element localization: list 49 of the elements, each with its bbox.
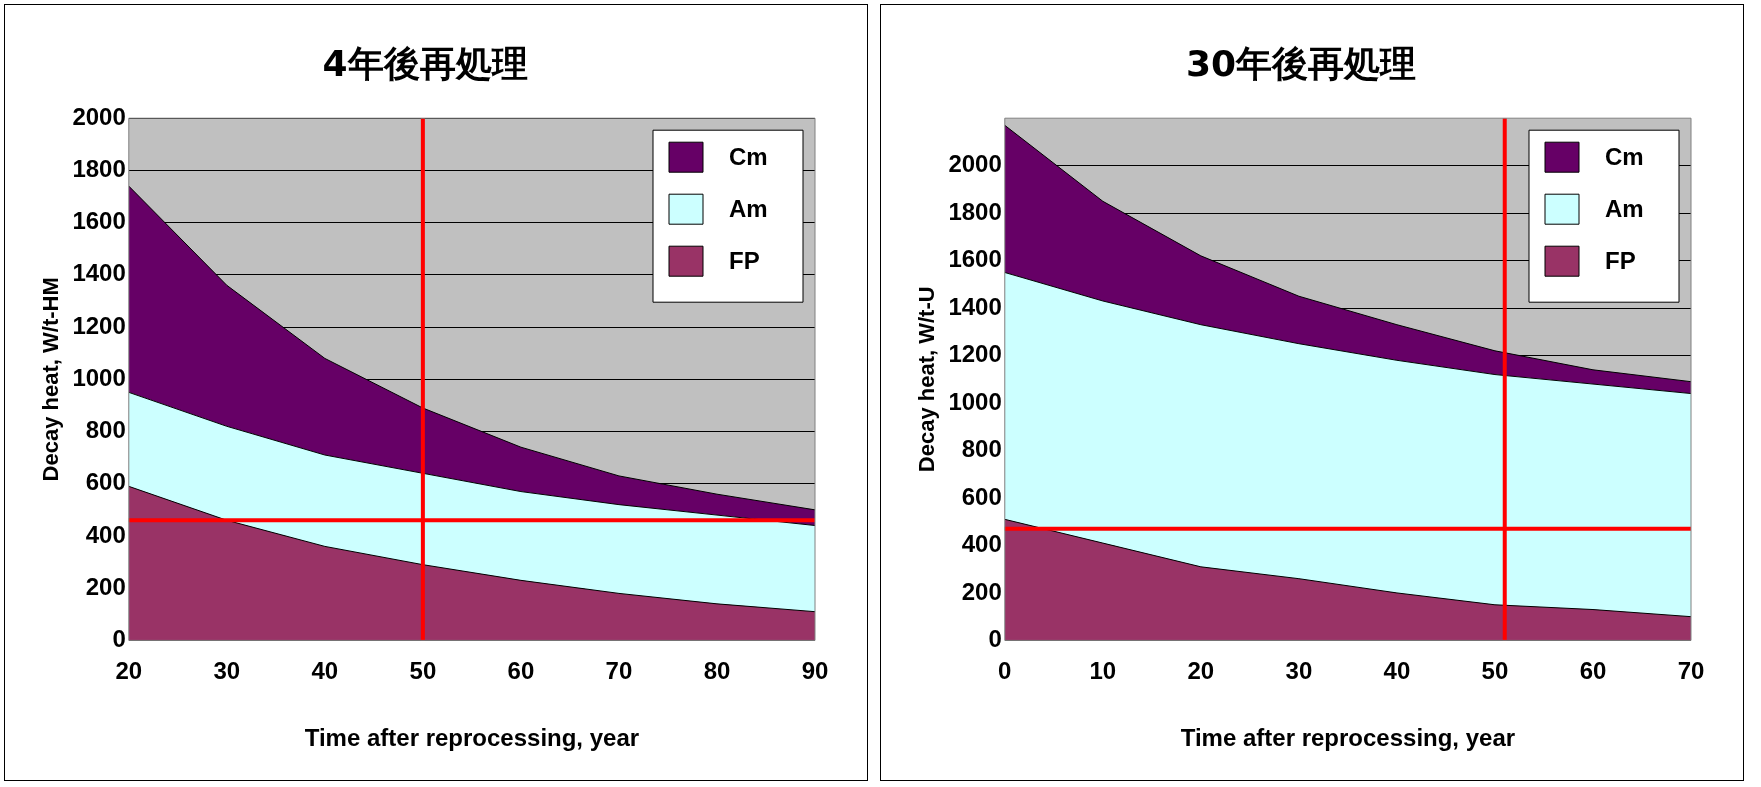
x-tick-label: 60 — [507, 657, 535, 685]
y-tick-label: 1600 — [948, 245, 1002, 273]
legend-label: FP — [1605, 246, 1636, 274]
x-axis-title: Time after reprocessing, year — [1180, 724, 1516, 752]
y-tick-label: 200 — [85, 572, 126, 600]
x-tick-label: 90 — [801, 657, 829, 685]
y-tick-label: 800 — [961, 435, 1002, 463]
y-tick-label: 1400 — [948, 292, 1002, 320]
x-tick-label: 20 — [115, 657, 143, 685]
y-tick-label: 1000 — [948, 387, 1002, 415]
x-tick-label: 70 — [605, 657, 633, 685]
x-axis-title: Time after reprocessing, year — [304, 724, 640, 752]
y-tick-label: 600 — [85, 468, 126, 496]
y-tick-label: 0 — [988, 625, 1002, 653]
legend-label: FP — [729, 246, 760, 274]
chart-title: 30年後再処理 — [1185, 42, 1417, 84]
y-tick-label: 1600 — [72, 207, 126, 235]
x-tick-label: 50 — [409, 657, 437, 685]
y-tick-label: 2000 — [72, 102, 126, 130]
y-tick-label: 1800 — [72, 155, 126, 183]
x-tick-label: 40 — [311, 657, 339, 685]
y-axis-title: Decay heat, W/t-HM — [38, 277, 64, 482]
y-tick-label: 2000 — [948, 150, 1002, 178]
x-tick-label: 50 — [1481, 657, 1509, 685]
x-tick-label: 60 — [1579, 657, 1607, 685]
chart-title: 4年後再処理 — [322, 42, 528, 84]
x-tick-label: 80 — [703, 657, 731, 685]
x-tick-label: 30 — [213, 657, 241, 685]
legend-label: Am — [729, 194, 768, 222]
y-tick-label: 400 — [85, 520, 126, 548]
y-tick-label: 1200 — [72, 311, 126, 339]
y-tick-label: 400 — [961, 530, 1002, 558]
y-tick-label: 1200 — [948, 340, 1002, 368]
x-tick-label: 30 — [1285, 657, 1313, 685]
y-axis-title: Decay heat, W/t-U — [914, 286, 940, 473]
x-tick-label: 70 — [1677, 657, 1705, 685]
y-tick-label: 1800 — [948, 197, 1002, 225]
x-tick-label: 40 — [1383, 657, 1411, 685]
y-tick-label: 1000 — [72, 363, 126, 391]
y-tick-label: 0 — [112, 625, 126, 653]
x-tick-label: 10 — [1089, 657, 1117, 685]
y-tick-label: 200 — [961, 577, 1002, 605]
y-tick-label: 800 — [85, 416, 126, 444]
y-tick-label: 600 — [961, 482, 1002, 510]
x-tick-label: 20 — [1187, 657, 1215, 685]
legend-label: Cm — [1605, 142, 1644, 170]
y-tick-label: 1400 — [72, 259, 126, 287]
legend-label: Am — [1605, 194, 1644, 222]
legend-label: Cm — [729, 142, 768, 170]
